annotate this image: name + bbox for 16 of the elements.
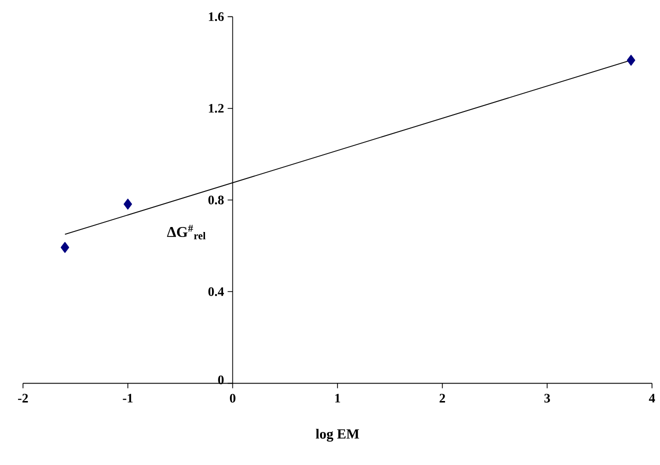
x-tick-label: 1 [335,394,340,402]
point [124,198,132,210]
x-tick-label: 0 [230,394,236,403]
point [626,54,636,66]
x-tick-label: 4 [648,394,656,402]
x-tick-label: 3 [544,394,550,403]
y-tick-label: 1.6 [208,12,224,22]
y-tick-label: 0.4 [208,287,224,296]
y-tick-label: 0.8 [208,196,224,204]
x-tick-label: 2 [440,394,446,402]
point [60,242,70,253]
x-axis-title: log EM [316,428,360,442]
x-tick-label: -1 [122,394,133,402]
y-axis-title: ΔG$^{#}$rel [167,224,206,240]
x-tick-label: -2 [18,394,28,402]
y-tick-label: 1.2 [208,104,224,113]
